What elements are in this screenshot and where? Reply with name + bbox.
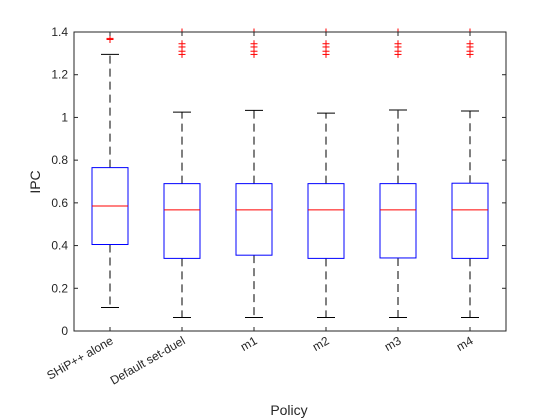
box-group bbox=[163, 28, 201, 319]
y-tick-label: 1.4 bbox=[51, 25, 68, 39]
outlier-point bbox=[178, 40, 186, 48]
outlier-point bbox=[106, 34, 114, 42]
iqr-box bbox=[451, 182, 489, 259]
y-tick-label: 1.2 bbox=[51, 68, 68, 82]
iqr-box bbox=[163, 183, 201, 259]
y-tick-label: 0.8 bbox=[51, 153, 68, 167]
axes-frame bbox=[73, 31, 507, 332]
iqr-box bbox=[307, 183, 345, 259]
y-axis-label: IPC bbox=[27, 170, 43, 193]
y-tick-label: 0 bbox=[61, 324, 68, 338]
box-group bbox=[307, 28, 345, 319]
y-tick-label: 1 bbox=[61, 110, 68, 124]
outlier-point bbox=[322, 40, 330, 48]
y-tick-label: 0.4 bbox=[51, 239, 68, 253]
box-group bbox=[451, 28, 489, 319]
outlier-point bbox=[394, 40, 402, 48]
y-tick-label: 0.2 bbox=[51, 281, 68, 295]
box-group bbox=[91, 34, 129, 309]
x-axis-label: Policy bbox=[270, 402, 307, 418]
outlier-point bbox=[250, 40, 258, 48]
iqr-box bbox=[379, 183, 417, 259]
box-group bbox=[379, 28, 417, 319]
y-tick-label: 0.6 bbox=[51, 196, 68, 210]
y-axis: 0 0.2 0.4 0.6 0.8 1 1.2 1.4 bbox=[51, 25, 506, 338]
plot-area bbox=[91, 28, 489, 319]
iqr-box bbox=[235, 183, 273, 256]
outlier-point bbox=[466, 40, 474, 48]
